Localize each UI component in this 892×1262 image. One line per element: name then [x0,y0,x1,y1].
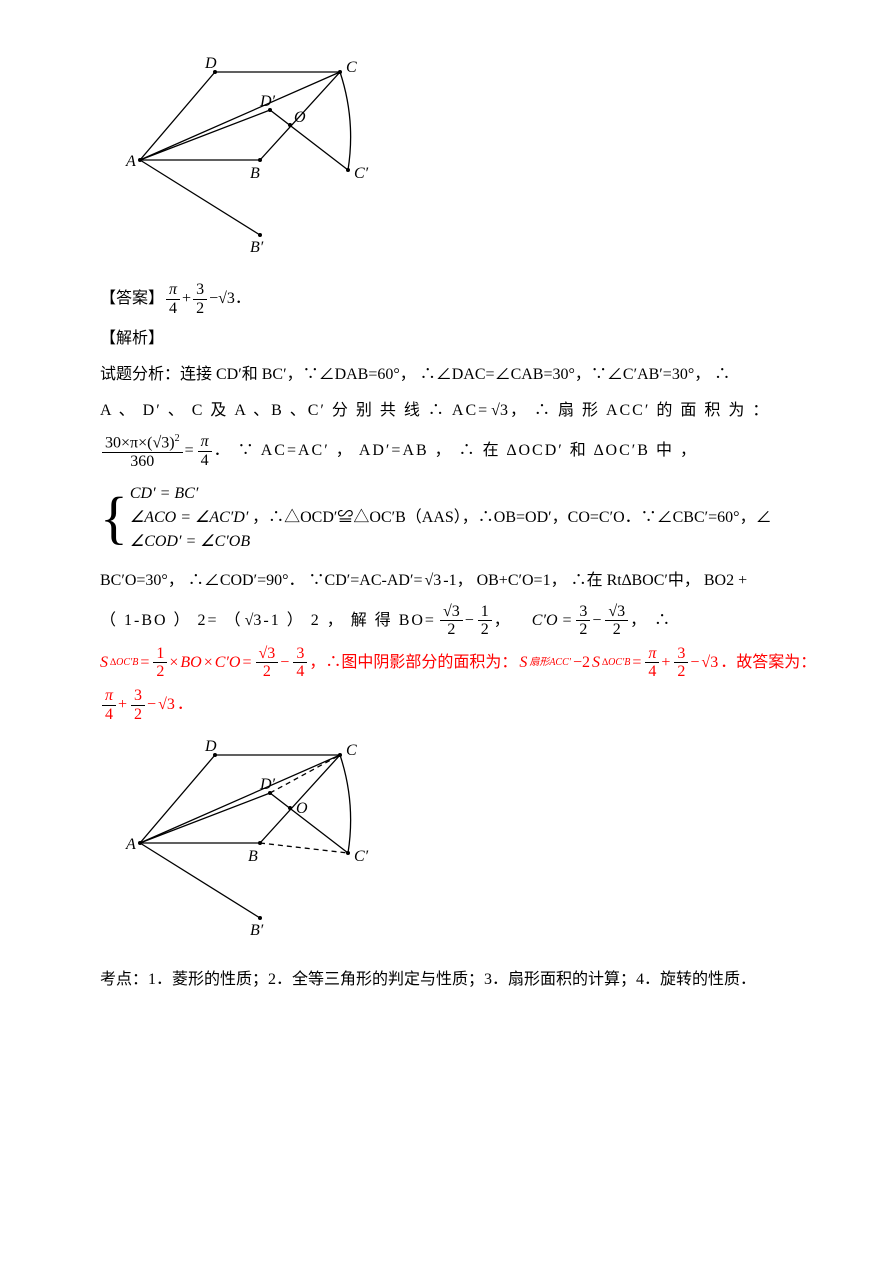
svg-text:D′: D′ [259,93,276,110]
geometry-diagram-2: A B C D D′ O C′ B′ [120,733,380,943]
svg-text:A: A [125,836,136,853]
frac-pi-4-b: π 4 [198,433,212,469]
analysis-p1b: A 、 D′ 、 C 及 A 、B 、C′ 分 别 共 线 ∴ AC= √3 ，… [100,396,832,426]
svg-text:B: B [250,165,260,182]
geometry-diagram-1: A B C D D′ O C′ B′ [120,50,380,260]
sector-frac: 30×π×(√3)2 360 [102,433,183,471]
figure-2: A B C D D′ O C′ B′ [120,733,832,954]
analysis-label: 【解析】 [100,324,832,354]
svg-text:O: O [296,800,308,817]
analysis-p1: 试题分析：连接 CD′和 BC′，∵∠DAB=60°， ∴∠DAC=∠CAB=3… [100,360,832,390]
frac-3-2: 3 2 [193,281,207,317]
equation-system: { CD′ = BC′ ∠ACO = ∠AC′D′ ∠COD′ = ∠C′OB [100,482,250,554]
answer-label: 【答案】 [100,284,164,314]
svg-text:C′: C′ [354,848,369,865]
svg-text:B′: B′ [250,922,264,939]
svg-text:A: A [125,153,136,170]
analysis-p6: S∆OC′B = 1 2 × BO × C′O = √3 2 − 3 4 ，∴图… [100,645,832,681]
svg-text:C: C [346,742,357,759]
analysis-p7: π 4 + 3 2 − √3 ． [100,687,832,723]
svg-text:B′: B′ [250,239,264,256]
kaodian: 考点：1．菱形的性质；2．全等三角形的判定与性质；3．扇形面积的计算；4．旋转的… [100,965,832,995]
svg-text:D′: D′ [259,776,276,793]
sector-area-line: 30×π×(√3)2 360 = π 4 ． ∵ AC=AC′ ， AD′=AB… [100,433,832,471]
svg-text:B: B [248,848,258,865]
svg-text:D: D [204,738,217,755]
svg-text:D: D [204,55,217,72]
frac-pi-4: π 4 [166,281,180,317]
svg-text:O: O [294,109,306,126]
figure-1: A B C D D′ O C′ B′ [120,50,832,271]
answer-line: 【答案】 π 4 + 3 2 − √3 ． [100,281,832,317]
system-line: { CD′ = BC′ ∠ACO = ∠AC′D′ ∠COD′ = ∠C′OB … [100,476,832,560]
analysis-p4: BC′O=30°， ∴∠COD′=90°． ∵CD′=AC-AD′= √3 -1… [100,566,832,596]
analysis-p5: （ 1-BO ） 2= （ √3 -1 ） 2 ， 解 得 BO= √3 2 −… [100,603,832,639]
sqrt3: √3 [218,284,235,314]
svg-text:C′: C′ [354,165,369,182]
svg-text:C: C [346,59,357,76]
